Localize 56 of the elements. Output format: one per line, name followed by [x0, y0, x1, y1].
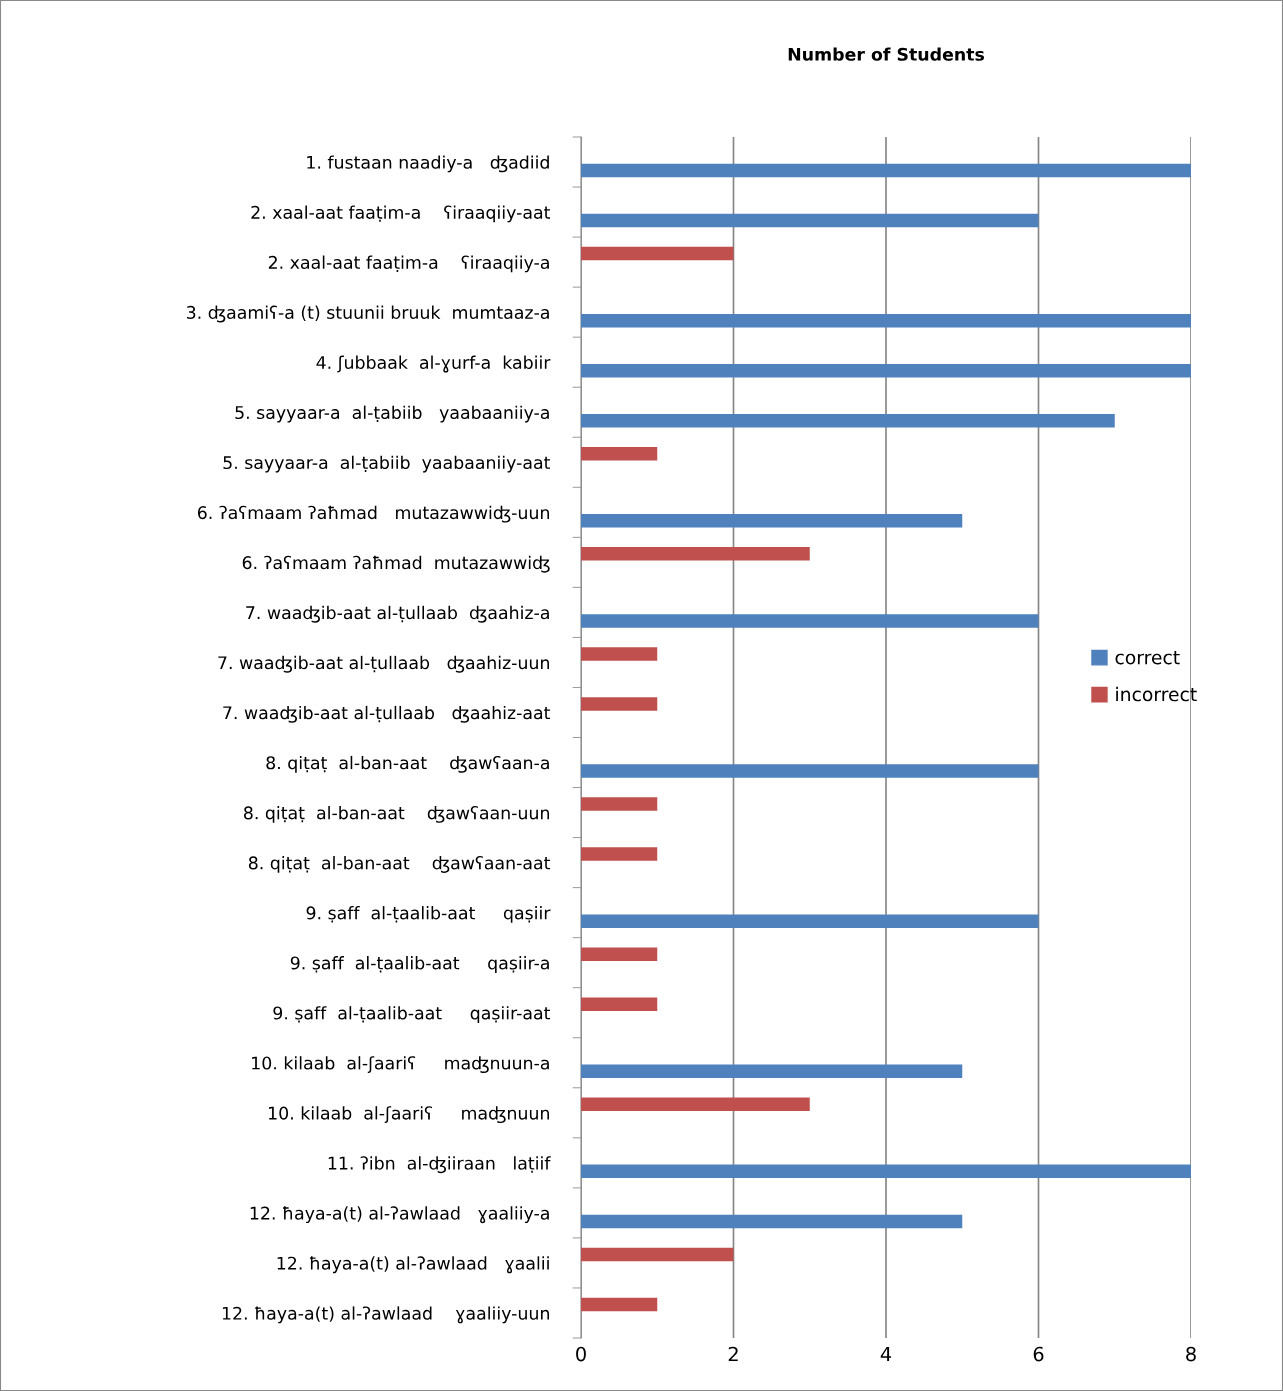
bar — [581, 363, 1191, 378]
y-tick-label: 10. kilaab al-ʃaariʕ maʤnuun — [269, 1106, 549, 1124]
y-tick-label: 7. waaʤib-aat al-ṭullaab ʤaahiz-a — [246, 605, 549, 623]
bar — [581, 246, 734, 261]
y-tick-label: 9. ṣaff al-ṭaalib-aat qaṣiir-aat — [273, 1006, 551, 1023]
bar — [581, 914, 1039, 928]
bar — [581, 764, 1039, 778]
bar — [581, 547, 810, 561]
y-tick-label: 12. ħaya-a(t) al-ʔawlaad ɣaaliiy-a — [250, 1206, 549, 1224]
bar — [581, 1097, 810, 1112]
chart-title: Number of Students — [788, 47, 985, 61]
bar — [581, 1064, 963, 1079]
bar — [581, 1164, 1191, 1179]
y-tick-label: 5. sayyaar-a al-ṭabiib yaabaaniiy-aat — [223, 455, 551, 473]
y-tick-label: 8. qiṭaṭ al-ban-aat ʤawʕaan-aat — [248, 856, 551, 873]
x-tick-label: 4 — [880, 1346, 892, 1362]
y-tick-label: 9. ṣaff al-ṭaalib-aat qaṣiir — [306, 906, 551, 923]
y-tick-label: 7. waaʤib-aat al-ṭullaab ʤaahiz-uun — [218, 655, 549, 673]
bar — [581, 213, 1039, 228]
bar — [581, 697, 658, 711]
bar — [581, 947, 658, 961]
y-tick-label: 5. sayyaar-a al-ṭabiib yaabaaniiy-a — [235, 405, 549, 423]
x-tick-label: 6 — [1033, 1346, 1044, 1362]
legend-label: incorrect — [1116, 686, 1197, 702]
y-tick-label: 7. waaʤib-aat al-ṭullaab ʤaahiz-aat — [223, 705, 551, 723]
y-tick-label: 1. fustaan naadiy-a ʤadiid — [307, 155, 549, 173]
bar — [581, 514, 963, 528]
y-tick-label: 6. ʔaʕmaam ʔaħmad mutazawwiʤ — [242, 555, 550, 573]
x-tick-label: 2 — [728, 1346, 738, 1362]
y-tick-label: 12. ħaya-a(t) al-ʔawlaad ɣaaliiy-uun — [222, 1306, 549, 1324]
y-tick-label: 8. qiṭaṭ al-ban-aat ʤawʕaan-a — [266, 755, 549, 773]
y-tick-label: 9. ṣaff al-ṭaalib-aat qaṣiir-a — [290, 956, 549, 973]
y-tick-label: 8. qiṭaṭ al-ban-aat ʤawʕaan-uun — [243, 805, 549, 823]
bar — [581, 847, 658, 861]
bar — [581, 997, 658, 1011]
y-tick-label: 2. xaal-aat faaṭim-a ʕiraaqiiy-aat — [251, 205, 551, 223]
legend-label: correct — [1115, 651, 1180, 665]
bar — [581, 797, 658, 811]
y-tick-label: 4. ʃubbaak al-ɣurf-a kabiir — [316, 355, 551, 373]
bar — [581, 413, 1115, 428]
x-tick-label: 8 — [1186, 1346, 1196, 1362]
y-tick-label: 10. kilaab al-ʃaariʕ maʤnuun-a — [252, 1056, 549, 1074]
y-tick-label: 3. ʤaamiʕ-a (t) stuunii bruuk mumtaaz-a — [186, 305, 549, 323]
x-tick-label: 0 — [576, 1346, 586, 1362]
y-tick-label: 12. ħaya-a(t) al-ʔawlaad ɣaalii — [277, 1256, 549, 1274]
y-tick-label: 6. ʔaʕmaam ʔaħmad mutazawwiʤ-uun — [197, 505, 549, 523]
bar — [581, 614, 1039, 628]
bar — [581, 647, 658, 661]
y-tick-label: 11. ʔibn al-ʤiiraan laṭiif — [328, 1156, 551, 1174]
bar — [581, 313, 1191, 328]
bar — [581, 1214, 963, 1229]
bar — [581, 1297, 658, 1312]
bar — [581, 1247, 734, 1262]
y-tick-label: 2. xaal-aat faaṭim-a ʕiraaqiiy-a — [268, 255, 549, 273]
bar — [581, 447, 658, 461]
bar — [581, 163, 1191, 178]
